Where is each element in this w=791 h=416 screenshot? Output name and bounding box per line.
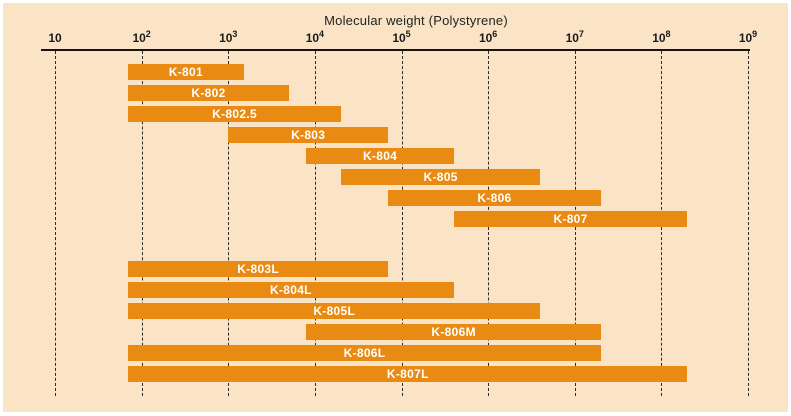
x-tick-label: 104 — [305, 29, 325, 46]
x-tick-label: 109 — [738, 29, 758, 46]
decade-gridline — [55, 51, 56, 396]
bar-label: K-802 — [191, 86, 226, 100]
bar-label: K-807L — [386, 367, 429, 381]
bar-label: K-807 — [553, 212, 588, 226]
bar-label: K-803L — [237, 262, 280, 276]
x-tick-label: 102 — [132, 29, 151, 46]
x-tick-label: 108 — [652, 29, 671, 46]
range-bar-k-801: K-801 — [128, 64, 244, 80]
range-bar-k-807l: K-807L — [128, 366, 688, 382]
range-bar-k-805l: K-805L — [128, 303, 541, 319]
range-bar-k-802-5: K-802.5 — [128, 106, 341, 122]
bar-label: K-804L — [270, 283, 312, 297]
bar-label: K-804 — [362, 149, 398, 163]
x-axis-line — [41, 49, 750, 51]
x-tick-label: 107 — [565, 29, 584, 46]
decade-gridline — [401, 51, 403, 396]
x-tick-label: 105 — [392, 29, 411, 46]
bar-label: K-802.5 — [212, 107, 257, 121]
bar-label: K-803 — [291, 128, 326, 142]
range-bar-k-804l: K-804L — [128, 282, 454, 298]
bar-label: K-801 — [168, 65, 203, 79]
x-tick-label: 106 — [478, 29, 498, 46]
chart-canvas: Molecular weight (Polystyrene) 10 102 103 1… — [3, 3, 788, 412]
decade-gridline — [748, 51, 749, 396]
range-bar-k-803l: K-803L — [128, 261, 389, 277]
range-bar-k-806l: K-806L — [128, 345, 601, 361]
x-tick-label: 10 — [48, 31, 62, 45]
bar-label: K-806L — [343, 346, 386, 360]
bar-label: K-805 — [423, 170, 458, 184]
x-tick-label: 103 — [219, 29, 238, 46]
bar-label: K-805L — [313, 304, 356, 318]
decade-gridline — [314, 51, 316, 396]
range-bar-k-802: K-802 — [128, 85, 289, 101]
range-bar-k-806: K-806 — [388, 190, 601, 206]
range-bar-k-803: K-803 — [228, 127, 389, 143]
bar-label: K-806M — [431, 325, 476, 339]
range-bar-k-805: K-805 — [340, 169, 541, 185]
decade-gridline — [141, 51, 143, 396]
range-bar-k-804: K-804 — [306, 148, 454, 164]
decade-gridline — [228, 51, 230, 396]
chart-title: Molecular weight (Polystyrene) — [324, 13, 508, 28]
range-bar-k-806m: K-806M — [306, 324, 601, 340]
range-bar-k-807: K-807 — [453, 211, 688, 227]
bar-label: K-806 — [477, 191, 512, 205]
